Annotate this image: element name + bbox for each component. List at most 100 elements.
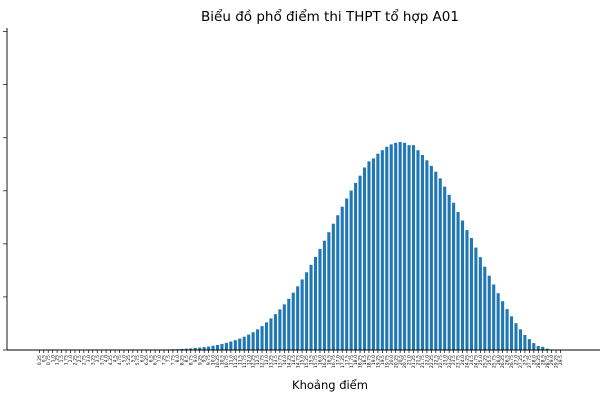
bar [429,165,433,350]
bar [447,194,451,350]
x-tick-label: 29.0 [549,355,555,365]
x-tick-label: 5.25 [126,355,132,365]
x-tick-label: 24.5 [469,355,475,365]
x-tick-label: 8.75 [188,355,194,365]
bar [251,332,255,350]
bar [420,155,424,350]
x-ticks: 0.25 0.5 0.75 1.0 1.25 1.5 1.75 2.0 2.25 2.5 2.75 3… [37,350,564,368]
x-tick-label: 11.25 [233,355,239,368]
bar [305,272,309,350]
x-tick-label: 14.25 [286,355,292,368]
bar [541,346,545,350]
bar [318,248,322,350]
x-tick-label: 22.25 [429,355,435,368]
x-tick-label: 6.0 [139,355,145,362]
y-ticks [3,31,7,351]
x-tick-label: 18.25 [358,355,364,368]
bar [452,202,456,350]
x-tick-label: 24.0 [460,355,466,365]
bar [403,142,407,350]
x-tick-label: 12.0 [246,355,252,365]
x-tick-label: 0.75 [46,355,52,365]
x-tick-label: 10.75 [224,355,230,368]
bar [514,323,518,350]
x-tick-label: 25.25 [482,355,488,368]
x-tick-label: 8.5 [184,355,190,362]
x-tick-label: 19.5 [380,355,386,365]
bar [180,348,184,350]
bar [327,232,331,350]
x-tick-label: 21.0 [407,355,413,365]
bar [264,322,269,350]
bar [389,144,393,350]
x-tick-label: 28.5 [540,355,546,365]
x-tick-label: 23.75 [456,355,462,368]
chart-title: Biểu đồ phổ điểm thi THPT tổ hợp A01 [201,8,459,25]
bar [509,316,514,350]
x-tick-label: 23.25 [447,355,453,368]
x-tick-label: 12.5 [255,355,261,365]
x-axis-label: Khoảng điểm [292,378,368,392]
x-tick-label: 11.75 [242,355,248,368]
bar [358,175,362,350]
bar [273,314,277,350]
x-tick-label: 19.25 [375,355,381,368]
bar [505,309,509,350]
bar [416,150,420,350]
bar [247,334,251,350]
x-tick-label: 9.75 [206,355,212,365]
x-tick-label: 7.75 [171,355,177,365]
x-tick-label: 25.75 [491,355,497,368]
bar [340,206,344,350]
x-tick-label: 15.75 [313,355,319,368]
x-tick-label: 14.5 [291,355,297,365]
bar [434,171,438,350]
bar [309,264,313,350]
bar [296,286,300,350]
bar [483,266,487,350]
x-tick-label: 10.5 [220,355,226,365]
x-tick-label: 23.5 [451,355,457,365]
x-tick-label: 18.5 [362,355,368,365]
x-tick-label: 1.25 [55,355,61,365]
x-tick-label: 19.75 [384,355,390,368]
x-tick-label: 22.5 [433,355,439,365]
x-tick-label: 22.0 [424,355,430,365]
x-tick-label: 9.0 [193,355,199,362]
x-tick-label: 4.5 [113,355,119,362]
x-tick-label: 9.5 [202,355,208,362]
x-tick-label: 22.75 [438,355,444,368]
bar [460,220,465,350]
x-tick-label: 19.0 [371,355,377,365]
x-tick-label: 13.5 [273,355,279,365]
x-tick-label: 11.5 [237,355,243,365]
x-tick-label: 28.75 [545,355,551,368]
x-tick-label: 2.0 [68,355,74,362]
bar [229,341,233,350]
bar [469,238,473,350]
x-tick-label: 28.25 [536,355,542,368]
x-tick-label: 16.5 [326,355,332,365]
bar [193,347,197,350]
bar [362,167,367,350]
x-tick-label: 10.0 [211,355,217,365]
x-tick-label: 2.75 [81,355,87,365]
x-tick-label: 24.75 [473,355,479,368]
bar [336,215,340,350]
x-tick-label: 8.25 [179,355,185,365]
bar [385,146,389,350]
x-tick-label: 17.5 [344,355,350,365]
bar [215,344,220,350]
bar [545,348,549,350]
x-tick-label: 20.0 [389,355,395,365]
bar [380,150,384,350]
bar [224,342,228,350]
x-tick-label: 3.25 [90,355,96,365]
bar [371,158,375,350]
x-tick-label: 27.5 [522,355,528,365]
bar [331,223,335,350]
bar [242,336,246,350]
x-tick-label: 18.75 [367,355,373,368]
bar [202,347,206,350]
x-tick-label: 1.0 [50,355,56,362]
